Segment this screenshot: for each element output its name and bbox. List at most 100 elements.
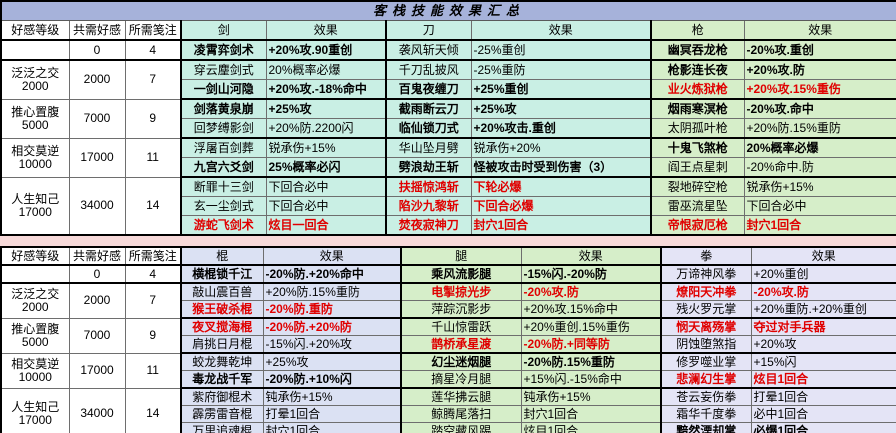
skill-effect-cell: +20%攻 [750, 335, 896, 354]
bottom-weapon-table: 好感等级 共需好感 所需笺注棍效果腿效果拳效果 0 4 横棍锁千江 -20%防.+20%命中… [0, 246, 896, 433]
skill-effect-cell: -25%重防 [470, 59, 652, 80]
notes-required-cell: 9 [124, 317, 182, 354]
notes-required-cell: 4 [124, 264, 182, 284]
skill-name-cell: 临仙锁刀式 [385, 118, 472, 139]
level-cell [0, 39, 70, 61]
skill-effect-cell: -15%闪.+20%攻 [262, 335, 402, 354]
skill-effect-cell: +25%攻 [262, 352, 402, 371]
skill-effect-cell: -25%重创 [470, 39, 652, 61]
skill-name-cell: 断罪十三剑 [180, 176, 267, 197]
skill-effect-cell: 炫目1回合 [520, 422, 662, 433]
level-cell: 人生知己 17000 [0, 176, 70, 236]
skill-effect-cell: -20%防.+10%闪 [262, 370, 402, 389]
level-threshold: 10000 [18, 156, 52, 171]
weapon-header: 拳 [660, 246, 752, 266]
notes-required-cell: 11 [124, 137, 182, 178]
favor-total-cell: 0 [68, 264, 126, 284]
skill-name-cell: 凌霄弈剑术 [180, 39, 267, 61]
skill-name-cell: 毒龙战千军 [180, 370, 264, 389]
level-cell: 相交莫逆 10000 [0, 137, 70, 178]
weapon-header: 腿 [400, 246, 522, 266]
skill-name-cell: 幻尘迷烟腿 [400, 352, 522, 371]
notes-required-cell: 7 [124, 282, 182, 319]
skill-effect-cell: +15%闪 [750, 352, 896, 371]
skill-name-cell: 业火炼狱枪 [650, 79, 745, 100]
skill-effect-cell: -20%防.+20%防 [262, 317, 402, 336]
skill-name-cell: 修罗噬业掌 [660, 352, 752, 371]
level-name: 泛泛之交 [11, 287, 60, 302]
skill-effect-cell: -20%防.15%重防 [520, 352, 662, 371]
skill-effect-cell: +20%攻.-18%命中 [265, 79, 387, 100]
skill-effect-cell: 20%概率必爆 [743, 137, 896, 158]
skill-effect-cell: 锐承伤+15% [265, 137, 387, 158]
skill-name-cell: 万谛神风拳 [660, 264, 752, 284]
skill-effect-cell: +20%防.15%重防 [262, 282, 402, 301]
column-header-2: 所需笺注 [124, 20, 182, 41]
effect-header: 效果 [750, 246, 896, 266]
column-header-0: 好感等级 [0, 246, 70, 266]
skill-effect-cell: +20%防.2200闪 [265, 118, 387, 139]
skill-effect-cell: +20%攻.防 [743, 59, 896, 80]
favor-total-cell: 7000 [68, 317, 126, 354]
skill-name-cell: 紫府御棍术 [180, 387, 264, 406]
skill-name-cell: 扶摇惊鸿斩 [385, 176, 472, 197]
skill-name-cell: 霹雳雷音棍 [180, 405, 264, 423]
level-cell: 泛泛之交 2000 [0, 59, 70, 100]
column-header-2: 所需笺注 [124, 246, 182, 266]
effect-header: 效果 [470, 20, 652, 41]
skill-effect-cell: +20%重防.+20%重创 [750, 300, 896, 319]
skill-name-cell: 阎王点星刺 [650, 157, 745, 178]
skill-name-cell: 残火罗元掌 [660, 300, 752, 319]
level-name: 人生知己 [11, 400, 60, 415]
skill-effect-cell: 封穴1回合 [262, 422, 402, 433]
skill-name-cell: 莲华拂云腿 [400, 387, 522, 406]
skill-name-cell: 幽冥吞龙枪 [650, 39, 745, 61]
level-threshold: 2000 [21, 78, 49, 93]
favor-total-cell: 17000 [68, 137, 126, 178]
skill-effect-cell: 下回合必中 [265, 176, 387, 197]
skill-name-cell: 鲸腾尾落扫 [400, 405, 522, 423]
skill-effect-cell: +20%重创 [750, 264, 896, 284]
notes-required-cell: 4 [124, 39, 182, 61]
skill-name-cell: 万里追魂棍 [180, 422, 264, 433]
column-header-1: 共需好感 [68, 20, 126, 41]
skill-effect-cell: 打晕1回合 [262, 405, 402, 423]
skill-name-cell: 敲山震百兽 [180, 282, 264, 301]
skill-name-cell: 悯天离殇掌 [660, 317, 752, 336]
effect-header: 效果 [262, 246, 402, 266]
skill-name-cell: 九宫六爻剑 [180, 157, 267, 178]
skill-effect-cell: +20%攻.15%命中 [520, 300, 662, 319]
level-cell: 泛泛之交 2000 [0, 282, 70, 319]
skill-effect-cell: 封穴1回合 [520, 405, 662, 423]
skill-name-cell: 猴王破杀棍 [180, 300, 264, 319]
skill-effect-cell: +20%攻.15%重伤 [743, 79, 896, 100]
skill-effect-cell: -20%攻.重创 [743, 39, 896, 61]
skill-name-cell: 陷沙九黎斩 [385, 196, 472, 216]
skill-effect-cell: 25%概率必闪 [265, 157, 387, 178]
favor-total-cell: 0 [68, 39, 126, 61]
skill-effect-cell: +20%防.15%重防 [743, 118, 896, 139]
effect-header: 效果 [520, 246, 662, 266]
level-threshold: 17000 [18, 412, 52, 427]
skill-effect-cell: +20%攻击.重创 [470, 118, 652, 139]
skill-name-cell: 裂地碎空枪 [650, 176, 745, 197]
level-name: 推心置腹 [11, 321, 60, 336]
skill-name-cell: 苍云妄伤拳 [660, 387, 752, 406]
skill-name-cell: 玄一尘剑式 [180, 196, 267, 216]
skill-name-cell: 夜叉搅海棍 [180, 317, 264, 336]
level-cell: 推心置腹 5000 [0, 317, 70, 354]
skill-effect-cell: -20%防.+20%命中 [262, 264, 402, 284]
skill-name-cell: 浮屠百剑葬 [180, 137, 267, 158]
skill-name-cell: 百鬼夜缠刀 [385, 79, 472, 100]
effect-header: 效果 [265, 20, 387, 41]
top-weapon-table: 客栈技能效果汇总 好感等级 共需好感 所需笺注剑效果刀效果枪效果 0 4 凌霄弈剑术 +20%… [0, 0, 896, 236]
skill-name-cell: 电掣掠光步 [400, 282, 522, 301]
skill-effect-cell: 锐承伤+15% [743, 176, 896, 197]
sheet-title: 客栈技能效果汇总 [0, 0, 896, 21]
level-threshold: 5000 [21, 117, 49, 132]
column-header-0: 好感等级 [0, 20, 70, 41]
skill-effect-cell: -20%攻.命中 [743, 98, 896, 119]
level-name: 泛泛之交 [11, 66, 60, 81]
skill-effect-cell: 下回合必中 [265, 196, 387, 216]
